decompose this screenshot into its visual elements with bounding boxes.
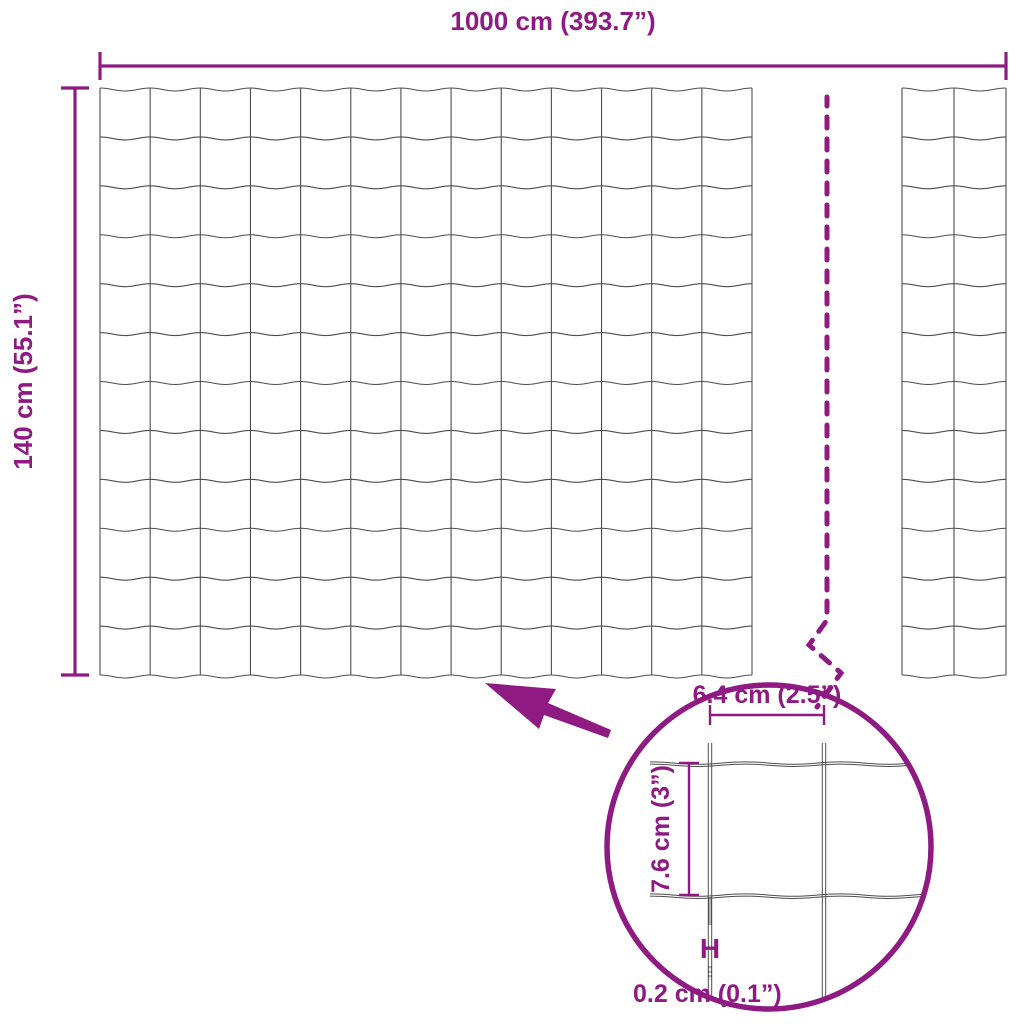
svg-text:6.4 cm (2.5”): 6.4 cm (2.5”) bbox=[693, 681, 842, 709]
svg-text:0.2 cm (0.1”): 0.2 cm (0.1”) bbox=[633, 980, 782, 1008]
svg-text:H: H bbox=[700, 933, 720, 964]
svg-text:1000 cm (393.7”): 1000 cm (393.7”) bbox=[450, 6, 655, 36]
svg-text:7.6 cm (3”): 7.6 cm (3”) bbox=[647, 765, 675, 893]
svg-text:140 cm (55.1”): 140 cm (55.1”) bbox=[8, 293, 38, 469]
